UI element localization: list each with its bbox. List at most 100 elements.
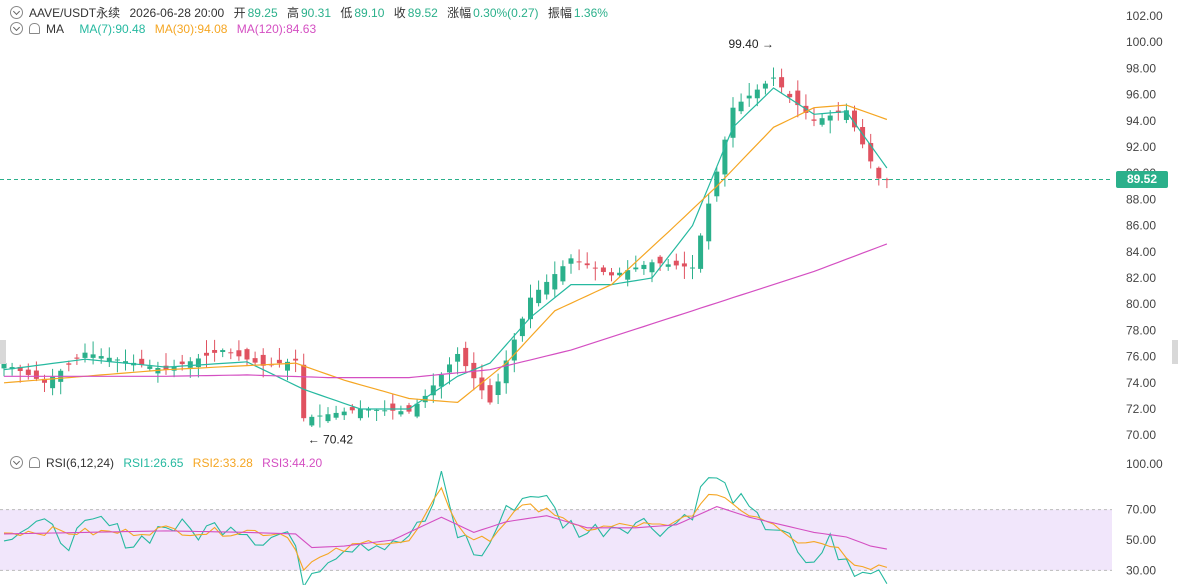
candle-body [625, 270, 631, 280]
candle-body [536, 289, 542, 304]
candle-body [366, 409, 371, 411]
candle-body [317, 415, 323, 417]
y-tick-label: 92.00 [1126, 140, 1156, 154]
candle-body [398, 411, 404, 415]
candle-body [236, 350, 242, 357]
candle-body [98, 356, 104, 359]
candle-body [333, 412, 339, 418]
candle-body [681, 263, 687, 267]
candle-body [771, 77, 776, 79]
candle-body [690, 267, 695, 269]
ma30-line [3, 104, 888, 404]
y-tick-label: 100.00 [1126, 35, 1163, 49]
candle-body [722, 139, 728, 175]
candle-body [1, 363, 7, 369]
candle-body [33, 370, 39, 379]
candle-body [187, 361, 193, 368]
ma30-label: MA(30):94.08 [154, 22, 228, 36]
rsi-y-tick-label: 50.00 [1126, 533, 1156, 547]
candle-body [147, 366, 153, 369]
collapse-icon[interactable] [10, 6, 23, 19]
collapse-icon[interactable] [10, 456, 23, 469]
close-label: 收 [393, 6, 406, 20]
candle-body [584, 263, 590, 266]
candle-body [592, 267, 598, 269]
candle-body [357, 409, 363, 419]
candle-body [827, 115, 833, 121]
candle-body [876, 167, 882, 179]
low-annotation: ← 70.42 [308, 433, 354, 447]
candle-body [576, 261, 582, 263]
candle-body [649, 262, 655, 273]
candle-body [568, 258, 574, 264]
ma-label: MA [46, 22, 64, 36]
candle-body [382, 410, 388, 412]
candle-body [106, 357, 112, 362]
change-label: 涨幅 [447, 6, 472, 20]
candle-body [212, 349, 218, 353]
candle-body [528, 297, 533, 320]
ma7-label: MA(7):90.48 [79, 22, 146, 36]
y-tick-label: 80.00 [1126, 297, 1156, 311]
collapse-icon[interactable] [10, 22, 23, 35]
rsi1-label: RSI1:26.65 [123, 456, 184, 470]
rsi-y-tick-label: 30.00 [1126, 563, 1156, 577]
pair-label: AAVE/USDT永续 [29, 6, 121, 20]
candle-body [17, 366, 23, 372]
candle-body [471, 362, 477, 379]
ohlc-header: AAVE/USDT永续 2026-06-28 20:00 开 89.25 高 90.… [10, 4, 614, 21]
candle-body [544, 281, 550, 295]
candle-body [633, 267, 639, 270]
candle-body [560, 266, 566, 282]
candle-body [114, 359, 120, 361]
candle-body [309, 416, 315, 426]
rsi-y-tick-label: 70.00 [1126, 503, 1156, 517]
alert-icon[interactable] [29, 457, 40, 468]
y-tick-label: 98.00 [1126, 61, 1156, 75]
rsi3-line [3, 506, 888, 550]
rsi2-line [3, 486, 888, 572]
candle-body [641, 264, 647, 270]
candle-body [730, 107, 736, 138]
candle-body [293, 358, 299, 361]
datetime-label: 2026-06-28 20:00 [129, 6, 225, 20]
candle-body [698, 235, 704, 269]
change-value: 0.30%(0.27) [473, 6, 539, 20]
alert-icon[interactable] [29, 23, 40, 34]
candle-body [123, 361, 128, 364]
candle-body [795, 90, 801, 106]
low-label: 低 [340, 6, 353, 20]
left-scroll-handle[interactable] [0, 340, 6, 364]
ma7-line [3, 87, 888, 410]
ma120-line [4, 243, 888, 379]
candle-body [657, 256, 663, 264]
candle-body [285, 361, 290, 371]
rsi3-label: RSI3:44.20 [262, 456, 323, 470]
candle-body [738, 101, 744, 112]
candle-body [609, 272, 614, 276]
candle-body [868, 143, 874, 162]
y-tick-label: 82.00 [1126, 271, 1156, 285]
candle-body [390, 403, 396, 411]
candle-body [195, 358, 201, 368]
candle-body [860, 127, 866, 145]
y-tick-label: 94.00 [1126, 114, 1156, 128]
candle-body [852, 110, 857, 128]
candle-body [511, 339, 517, 361]
y-tick-label: 96.00 [1126, 88, 1156, 102]
rsi-band [0, 509, 1112, 571]
low-value: 89.10 [354, 6, 385, 20]
candle-body [503, 360, 509, 384]
candle-body [811, 119, 817, 121]
candle-body [843, 110, 849, 120]
y-tick-label: 76.00 [1126, 350, 1156, 364]
close-value: 89.52 [407, 6, 438, 20]
candle-body [244, 349, 250, 360]
right-scroll-handle[interactable] [1172, 340, 1178, 364]
candle-body [260, 354, 266, 366]
candle-body [455, 353, 461, 362]
candle-body [479, 377, 485, 391]
candle-body [746, 95, 752, 99]
candle-body [82, 352, 88, 358]
